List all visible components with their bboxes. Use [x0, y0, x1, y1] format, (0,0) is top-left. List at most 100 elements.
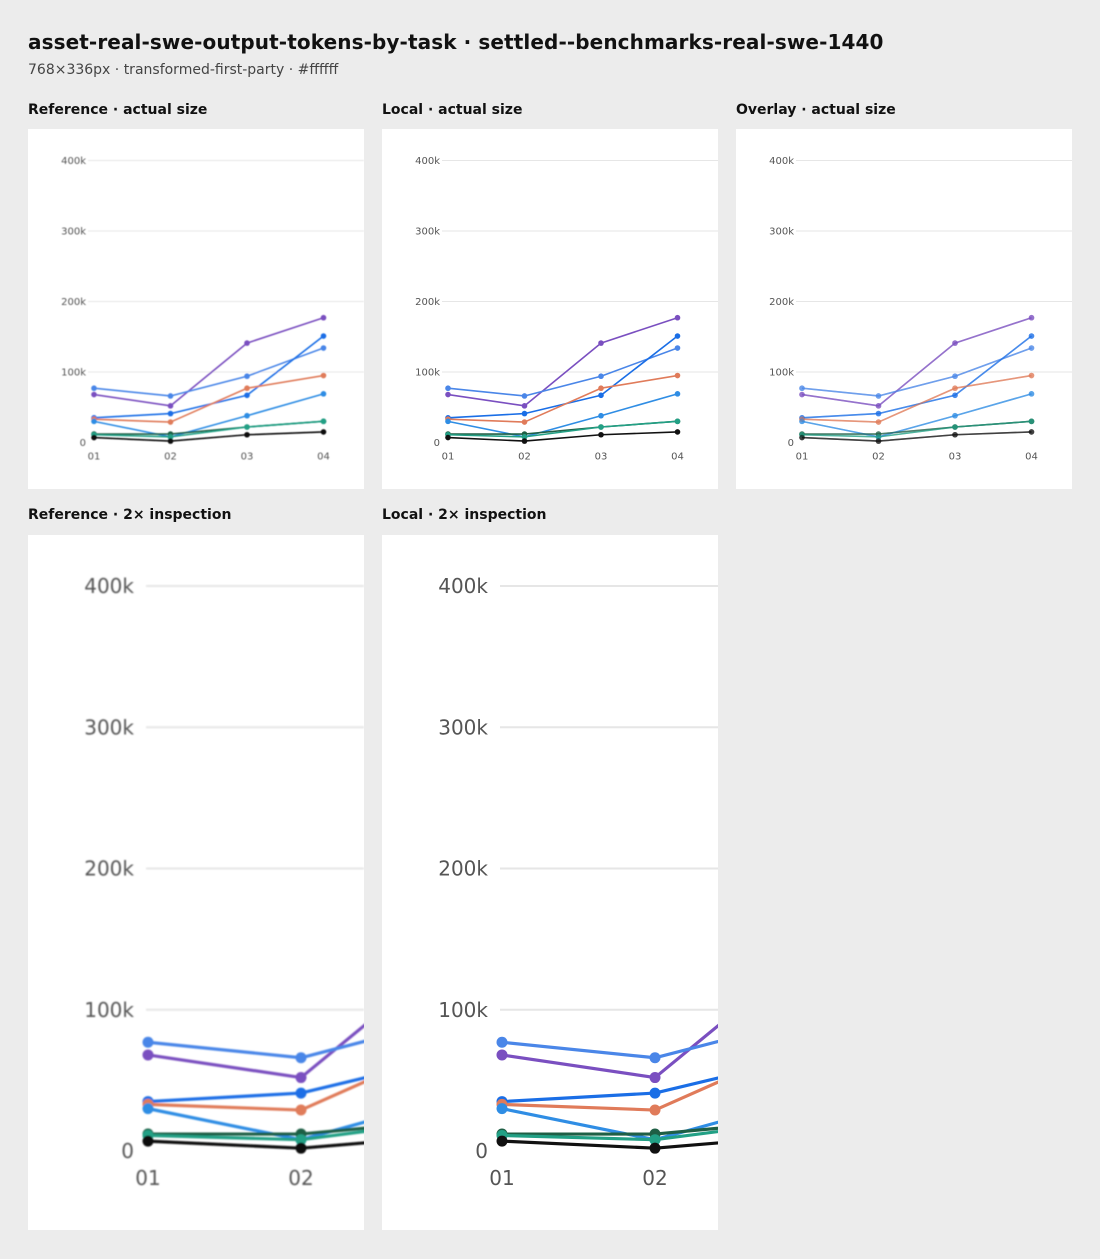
local-actual-chart-series-3-point	[598, 392, 604, 399]
local-2x-chart-ytick-label: 100k	[438, 998, 488, 1022]
reference-actual-chart-ytick-label: 200k	[61, 297, 86, 308]
reference-actual-chart-xtick-label: 02	[164, 452, 177, 463]
reference-actual-chart-series-2-point	[91, 385, 97, 392]
local-2x-chart-series-2-point	[649, 1052, 661, 1064]
local-2x-chart-series-6-line	[502, 1126, 718, 1136]
reference-actual-chart-series-1-point	[320, 314, 327, 321]
local-actual-label: Local · actual size	[382, 102, 523, 118]
local-2x-chart-ytick-label: 400k	[438, 574, 488, 598]
reference-2x-chart-series-5-point	[142, 1103, 154, 1115]
overlay-actual-chart-xtick-label: 04	[1025, 452, 1038, 463]
local-actual-chart-series-8-line	[447, 431, 678, 442]
reference-2x-chart-series-1-point	[295, 1072, 307, 1084]
local-2x-chart-series-3-line	[501, 1076, 718, 1104]
local-actual-chart-ytick-label: 100k	[415, 368, 440, 379]
local-2x-chart-ytick-label: 300k	[438, 715, 488, 739]
local-2x-chart-series-2-line	[501, 1039, 718, 1060]
reference-actual-chart-series-8-point	[91, 434, 97, 441]
local-2x-chart-series-8-point	[649, 1142, 661, 1154]
reference-2x-chart-ytick-label: 0	[121, 1139, 134, 1163]
local-actual-chart-series-7-point	[521, 434, 528, 440]
local-actual-chart-series-1-point	[598, 340, 604, 346]
overlay-actual-chart-series-8-point	[875, 438, 882, 444]
overlay-actual-chart-series-1-point	[1028, 314, 1035, 321]
reference-actual-chart-ytick-label: 300k	[61, 227, 86, 238]
overlay-actual-chart-series-7-point	[875, 434, 882, 440]
overlay-actual-chart-series-5-point	[799, 418, 805, 425]
overlay-actual-chart: 0 100k 200k 300k 400k 01 02 03 04	[769, 156, 1072, 463]
overlay-actual-chart-series-1-point	[952, 340, 958, 346]
reference-2x-chart-series-4-line	[147, 1080, 364, 1112]
overlay-actual-chart-series-4-line	[801, 374, 1032, 423]
reference-2x-chart-series-3-line	[147, 1076, 364, 1104]
local-actual-chart-series-1-point	[445, 391, 451, 398]
overlay-actual-chart-series-5-line	[801, 393, 1032, 438]
reference-actual-chart-series-7-point	[167, 434, 174, 440]
overlay-actual-chart-series-1-point	[799, 391, 805, 398]
reference-2x-chart-series-2-line	[147, 1039, 364, 1060]
local-actual-chart-series-3-point	[674, 333, 681, 339]
reference-2x-chart-ytick-label: 400k	[84, 574, 134, 598]
local-2x-chart-series-3-point	[649, 1087, 661, 1099]
local-actual-chart-series-4-point	[598, 385, 604, 392]
local-actual-chart-series-2-point	[598, 373, 604, 380]
reference-actual-chart-series-8-point	[167, 438, 174, 444]
overlay-actual-chart-series-1-line	[801, 316, 1032, 407]
overlay-actual-chart-xtick-label: 01	[796, 452, 809, 463]
overlay-actual-chart-series-1-point	[875, 403, 882, 409]
local-2x-chart-series-7-point	[649, 1134, 661, 1146]
local-actual-chart-series-5-point	[445, 418, 451, 425]
reference-actual-chart-ytick-label: 0	[80, 438, 86, 449]
reference-2x-chart-series-8-line	[147, 1139, 364, 1150]
reference-actual-chart-series-2-line	[93, 347, 324, 397]
local-actual-chart-series-8-point	[674, 429, 681, 435]
reference-actual-panel: 0 100k 200k 300k 400k 01 02 03 04	[28, 129, 364, 489]
overlay-actual-chart-series-2-point	[952, 373, 958, 380]
local-2x-chart-series-5-point	[496, 1103, 508, 1115]
local-2x-chart-series-8-line	[501, 1139, 718, 1150]
local-actual-chart-series-2-line	[447, 347, 678, 397]
reference-2x-chart-series-6-line	[148, 1126, 364, 1136]
overlay-actual-panel: 0 100k 200k 300k 400k 01 02 03 04	[736, 129, 1072, 489]
local-actual-chart-series-7-point	[674, 418, 681, 425]
reference-actual-chart-series-8-point	[320, 429, 327, 435]
reference-actual-chart-series-5-point	[320, 391, 327, 397]
local-actual-chart-series-2-point	[445, 385, 451, 392]
reference-actual-chart-ytick-label: 100k	[61, 368, 86, 379]
local-2x-chart-ytick-label: 0	[475, 1139, 488, 1163]
overlay-actual-chart-series-3-point	[1028, 333, 1035, 339]
reference-2x-chart-series-5-line	[147, 1107, 364, 1142]
overlay-actual-label: Overlay · actual size	[736, 102, 896, 118]
reference-2x-chart-ytick-label: 100k	[84, 998, 134, 1022]
overlay-actual-chart-series-8-point	[799, 434, 805, 441]
local-2x-chart-series-2-point	[496, 1036, 508, 1048]
reference-actual-chart-series-7-point	[320, 418, 327, 425]
reference-2x-chart-xtick-label: 01	[135, 1166, 160, 1190]
overlay-actual-chart-series-2-point	[799, 385, 805, 392]
local-2x-chart-series-7-line	[501, 1129, 718, 1142]
overlay-actual-chart-series-8-point	[1028, 429, 1035, 435]
reference-actual-chart-series-3-point	[167, 410, 174, 417]
overlay-actual-chart-series-4-point	[1028, 372, 1035, 379]
reference-actual-chart-series-2-point	[244, 373, 250, 380]
reference-actual-chart-series-4-line	[93, 374, 324, 423]
local-2x-chart-xtick-label: 01	[489, 1166, 514, 1190]
reference-actual-label: Reference · actual size	[28, 102, 208, 118]
local-actual-chart-series-2-point	[521, 393, 528, 399]
local-2x-chart-series-1-line	[501, 1023, 718, 1080]
reference-actual-chart-series-7-point	[244, 424, 250, 430]
reference-2x-label: Reference · 2× inspection	[28, 507, 232, 523]
reference-actual-chart-series-1-point	[244, 340, 250, 346]
local-actual-chart-series-5-point	[674, 391, 681, 397]
reference-2x-chart-series-2-point	[142, 1036, 154, 1048]
overlay-actual-chart-series-3-point	[952, 392, 958, 399]
page-title: asset-real-swe-output-tokens-by-task · s…	[28, 30, 884, 54]
overlay-actual-chart-ytick-label: 200k	[769, 297, 794, 308]
reference-2x-chart-series-8-point	[142, 1135, 154, 1147]
local-2x-chart-xtick-label: 02	[642, 1166, 667, 1190]
overlay-actual-chart-series-4-line	[801, 374, 1032, 423]
